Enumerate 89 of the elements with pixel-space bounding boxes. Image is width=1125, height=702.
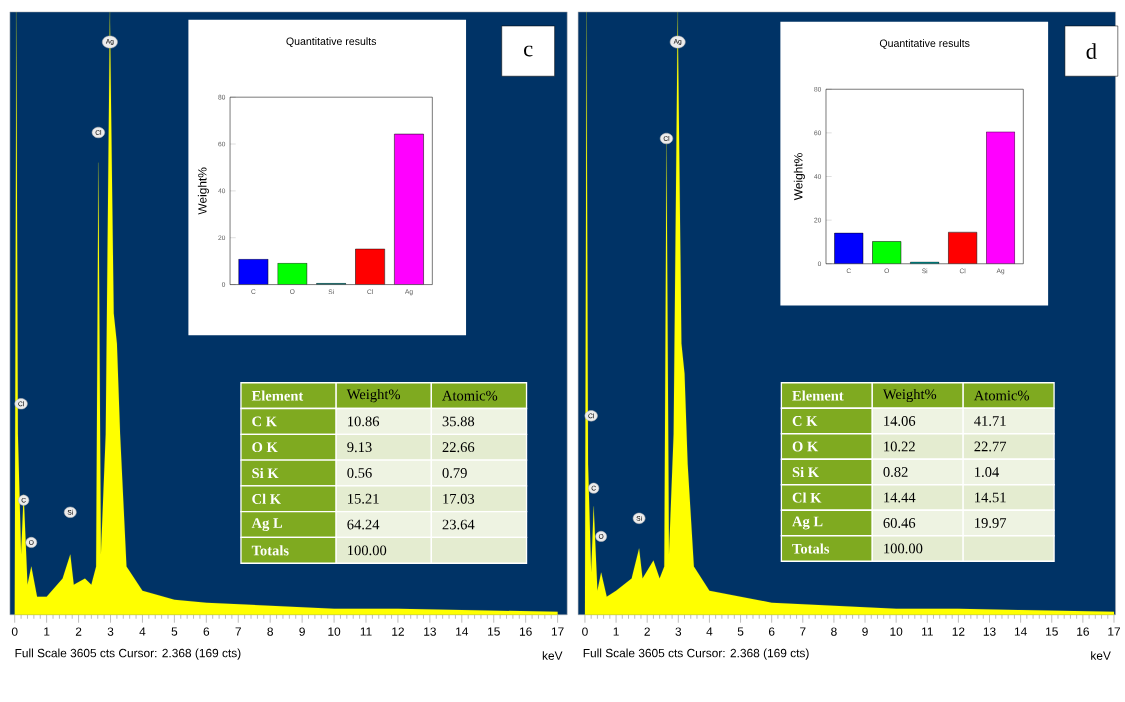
x-tick-label: 8 <box>831 627 837 636</box>
annotation: 14.51 <box>975 492 1006 503</box>
x-tick-label: 16 <box>1077 627 1089 636</box>
x-tick-label: 15 <box>488 627 500 636</box>
x-tick-label: 13 <box>983 627 996 636</box>
annotation: C K <box>252 416 277 427</box>
x-tick-label: 14 <box>456 627 469 636</box>
x-tick-label: 15 <box>1046 627 1058 636</box>
x-tick-label: 10 <box>890 627 903 636</box>
annotation: Weight% <box>882 388 937 403</box>
annotation: Element <box>251 390 304 401</box>
annotation: 17.03 <box>443 493 475 504</box>
annotation: 14.06 <box>884 416 916 426</box>
text: d <box>1086 43 1097 59</box>
x-tick-label: 17 <box>551 627 564 636</box>
annotation: 14.44 <box>884 492 916 503</box>
x-tick-label: 2 <box>75 627 82 636</box>
x-tick-label: 3 <box>107 627 114 636</box>
x-tick-label: 4 <box>706 627 713 636</box>
text: c <box>524 45 533 57</box>
annotation: Ag L <box>792 516 823 530</box>
x-tick-label: 9 <box>299 627 305 636</box>
x-tick-label: 11 <box>922 627 933 636</box>
x-tick-label: 5 <box>737 627 744 636</box>
annotation: Totals <box>792 543 830 554</box>
x-tick-label: 12 <box>392 627 404 636</box>
x-tick-label: 9 <box>862 627 868 636</box>
annotation: 1.04 <box>975 467 1000 477</box>
annotation: Weight% <box>346 389 401 403</box>
x-tick-label: 7 <box>800 627 806 636</box>
chart-title: Quantitative results <box>286 37 377 47</box>
x-tick-label: 0 <box>582 627 588 636</box>
x-tick-label: 13 <box>424 627 436 636</box>
bar <box>277 262 308 285</box>
annotation: 22.77 <box>974 441 1007 452</box>
annotation: 0.82 <box>883 467 908 477</box>
annotation: 100.00 <box>348 545 387 556</box>
x-tick-label: 1 <box>613 627 619 636</box>
x-tick-label: 12 <box>952 627 965 636</box>
annotation: 22.66 <box>442 442 475 453</box>
annotation: Atomic% <box>442 390 498 401</box>
x-tick-label: 3 <box>675 627 682 636</box>
annotation: 23.64 <box>442 519 475 530</box>
annotation: 10.22 <box>884 441 915 452</box>
annotation: C K <box>792 416 818 426</box>
annotation: Atomic% <box>973 390 1030 401</box>
x-axis-title: keV <box>542 651 563 660</box>
text: Full Scale 3605 cts Cursor: 2.368 (169 cts) <box>15 648 241 660</box>
annotation: Ag L <box>251 518 283 531</box>
annotation: 9.13 <box>347 442 372 453</box>
annotation: Element <box>792 390 844 401</box>
x-tick-label: 6 <box>768 627 775 636</box>
x-axis-title: keV <box>1091 651 1111 660</box>
annotation: 15.21 <box>348 493 379 504</box>
x-tick-label: 14 <box>1014 627 1027 636</box>
y-axis-title: Weight% <box>197 167 209 215</box>
bar <box>986 131 1016 264</box>
x-tick-label: 0 <box>11 627 18 636</box>
annotation: 100.00 <box>884 543 923 554</box>
annotation: O K <box>252 442 278 453</box>
x-tick-label: 1 <box>44 627 50 636</box>
x-tick-label: 4 <box>139 627 146 636</box>
x-tick-label: 16 <box>519 627 532 636</box>
annotation: Si K <box>792 466 819 478</box>
chart-title: Quantitative results <box>879 39 970 49</box>
annotation: Totals <box>251 545 289 556</box>
annotation: 35.88 <box>442 416 475 427</box>
x-tick-label: 6 <box>203 627 210 636</box>
annotation: O K <box>792 441 819 452</box>
x-tick-label: 8 <box>267 627 273 636</box>
annotation: 60.46 <box>883 518 916 528</box>
annotation: Cl K <box>252 493 281 504</box>
x-tick-label: 2 <box>644 627 650 636</box>
annotation: 0.56 <box>347 468 372 478</box>
annotation: Si K <box>252 467 279 479</box>
x-tick-label: 5 <box>171 627 178 636</box>
annotation: 64.24 <box>347 519 380 530</box>
x-tick-label: 7 <box>235 627 241 636</box>
annotation: Cl K <box>792 492 822 503</box>
annotation: 0.79 <box>442 468 467 478</box>
bar <box>834 232 864 264</box>
x-tick-label: 10 <box>328 627 341 636</box>
text: Full Scale 3605 cts Cursor: 2.368 (169 cts) <box>583 648 809 660</box>
y-axis-title: Weight% <box>793 153 805 201</box>
annotation: 10.86 <box>348 416 380 427</box>
x-tick-label: 17 <box>1108 627 1120 636</box>
annotation: 19.97 <box>975 518 1007 528</box>
x-tick-label: 11 <box>360 627 372 636</box>
annotation: 41.71 <box>974 416 1006 426</box>
